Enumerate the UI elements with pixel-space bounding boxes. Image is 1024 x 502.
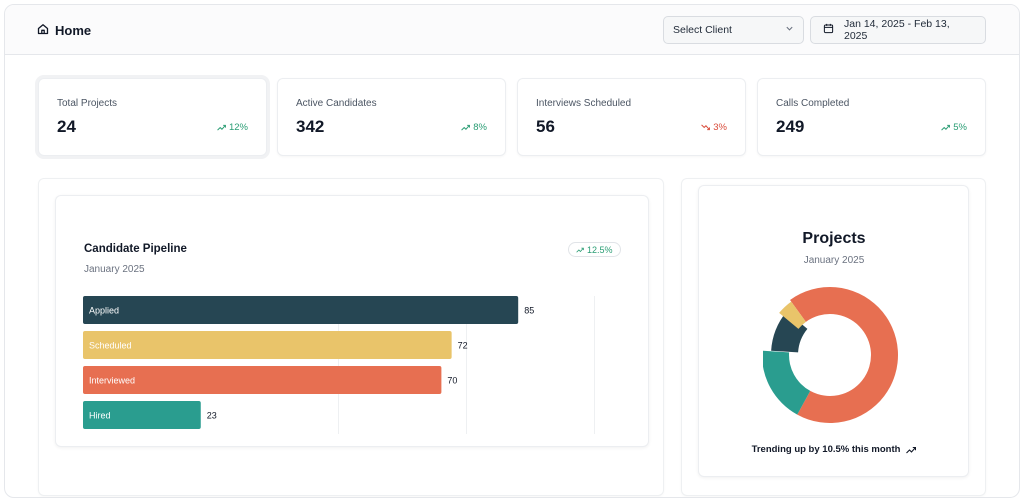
bar-group-applied[interactable]: Applied 85 — [83, 296, 534, 324]
trend-up-icon — [461, 124, 471, 131]
stat-trend-value: 3% — [713, 122, 727, 133]
stat-label: Active Candidates — [296, 98, 377, 109]
stat-trend-value: 12% — [228, 122, 248, 133]
stat-value: 56 — [536, 117, 555, 136]
stat-trend-value: 5% — [953, 122, 967, 133]
bar-scheduled[interactable] — [83, 331, 452, 359]
trend-up-icon — [906, 446, 917, 453]
stat-label: Total Projects — [57, 98, 118, 109]
projects-panel: Projects January 2025 Trending up by 10.… — [681, 178, 986, 496]
stat-trend-value: 8% — [473, 122, 487, 133]
pipeline-badge-value: 12.5% — [587, 244, 613, 255]
stat-value: 249 — [776, 117, 805, 136]
stat-trend: 3% — [701, 122, 727, 133]
bar-value-label: 70 — [447, 376, 457, 386]
pipeline-trend-badge: 12.5% — [568, 242, 621, 257]
donut-slice-0[interactable] — [790, 287, 898, 423]
bar-value-label: 85 — [524, 306, 534, 316]
trend-up-icon — [217, 124, 226, 131]
stat-card-total-projects[interactable]: Total Projects 24 12% — [38, 78, 267, 156]
pipeline-card: Candidate Pipeline January 2025 12.5% Ap… — [55, 195, 649, 447]
bar-applied[interactable] — [83, 296, 519, 324]
dashboard-window: Home Select Client Jan 14, 2025 - Feb 13… — [4, 4, 1020, 498]
chevron-down-icon — [785, 24, 794, 36]
home-icon — [37, 23, 49, 38]
projects-title: Projects — [802, 230, 866, 247]
bar-hired[interactable] — [83, 401, 201, 429]
client-select[interactable]: Select Client — [663, 16, 804, 44]
date-range-picker[interactable]: Jan 14, 2025 - Feb 13, 2025 — [810, 16, 986, 44]
bar-value-label: 23 — [207, 411, 217, 421]
pipeline-title: Candidate Pipeline — [84, 243, 187, 255]
bar-category-label: Scheduled — [89, 341, 132, 351]
pipeline-panel: Candidate Pipeline January 2025 12.5% Ap… — [38, 178, 664, 496]
pipeline-bar-chart: Applied 85 Scheduled 72 Interviewed 70 Hired 23 — [83, 296, 595, 434]
stat-value: 342 — [296, 117, 325, 136]
projects-donut-chart — [763, 287, 898, 423]
bar-interviewed[interactable] — [83, 366, 442, 394]
stat-card-interviews-scheduled[interactable]: Interviews Scheduled 56 3% — [517, 78, 746, 156]
bar-category-label: Hired — [89, 411, 111, 421]
stat-trend: 5% — [941, 122, 967, 133]
stat-label: Interviews Scheduled — [536, 98, 632, 109]
trend-up-icon — [576, 247, 584, 253]
bar-group-hired[interactable]: Hired 23 — [83, 401, 217, 429]
stat-value: 24 — [57, 117, 76, 136]
date-range-label: Jan 14, 2025 - Feb 13, 2025 — [844, 18, 950, 42]
stat-label: Calls Completed — [776, 98, 850, 109]
page-title: Home — [55, 23, 92, 38]
stat-card-calls-completed[interactable]: Calls Completed 249 5% — [757, 78, 986, 156]
top-bar: Home Select Client Jan 14, 2025 - Feb 13… — [5, 5, 1019, 55]
stat-trend: 12% — [217, 122, 248, 133]
donut-slice-3[interactable] — [779, 301, 806, 329]
stat-card-active-candidates[interactable]: Active Candidates 342 8% — [277, 78, 506, 156]
client-select-value: Select Client — [673, 24, 732, 36]
donut-slice-1[interactable] — [763, 350, 811, 415]
trend-down-icon — [701, 124, 711, 131]
home-breadcrumb[interactable]: Home — [37, 23, 91, 38]
bar-category-label: Applied — [89, 306, 119, 316]
bar-value-label: 72 — [458, 341, 468, 351]
projects-subtitle: January 2025 — [803, 255, 865, 266]
projects-card: Projects January 2025 Trending up by 10.… — [698, 185, 969, 477]
bar-category-label: Interviewed — [89, 376, 135, 386]
projects-footer: Trending up by 10.5% this month — [699, 444, 969, 455]
trend-up-icon — [941, 124, 951, 131]
bar-group-interviewed[interactable]: Interviewed 70 — [83, 366, 457, 394]
projects-footer-text: Trending up by 10.5% this month — [751, 444, 901, 455]
bar-group-scheduled[interactable]: Scheduled 72 — [83, 331, 468, 359]
pipeline-subtitle: January 2025 — [84, 264, 145, 275]
stat-trend: 8% — [461, 122, 487, 133]
calendar-icon — [823, 23, 834, 37]
